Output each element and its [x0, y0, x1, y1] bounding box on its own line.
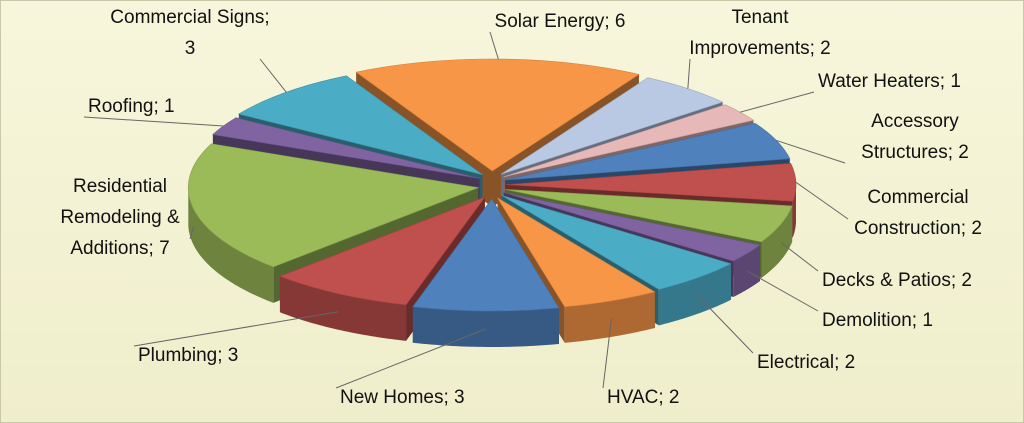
leader-line [602, 318, 612, 389]
slice [505, 122, 791, 181]
slice-side [733, 245, 760, 298]
leader-line [747, 270, 819, 312]
data-label: Commercial Construction; 2 [854, 187, 982, 239]
slice [212, 117, 480, 179]
data-label: Plumbing; 3 [138, 345, 238, 366]
leader-line [780, 241, 819, 272]
leader-line [189, 226, 195, 240]
slice-side [279, 276, 407, 341]
slice-side [792, 183, 796, 238]
data-label: New Homes; 3 [340, 387, 465, 408]
slice [497, 197, 656, 308]
data-label: Solar Energy; 6 [495, 11, 626, 32]
leader-line [83, 116, 224, 127]
slice [501, 195, 732, 290]
slice [503, 192, 761, 262]
data-label: Electrical; 2 [757, 352, 855, 373]
labels: Solar Energy; 6 Tenant Improvements; 2 Wate… [60, 7, 982, 408]
data-label: Water Heaters; 1 [818, 71, 961, 92]
data-label: Residential Remodeling & Additions; 7 [60, 176, 180, 259]
data-label: Accessory Structures; 2 [861, 111, 969, 163]
slice [188, 143, 480, 268]
data-label: Decks & Patios; 2 [822, 270, 972, 291]
leader-line [335, 328, 486, 389]
leader-line [259, 58, 287, 93]
data-label: Tenant Improvements; 2 [689, 7, 831, 59]
slice [505, 189, 793, 243]
slice-side [188, 185, 274, 303]
slice-side [412, 306, 559, 347]
leader-line [489, 31, 499, 60]
slice [505, 163, 797, 202]
slice [503, 104, 755, 178]
leader-line [776, 139, 846, 164]
slice [500, 77, 724, 175]
leader-line [697, 295, 754, 354]
leader-line [795, 181, 849, 220]
data-label: HVAC; 2 [607, 387, 680, 408]
leader-line [687, 58, 691, 89]
slice-side [761, 205, 793, 278]
leader-line [133, 311, 339, 347]
data-label: Demolition; 1 [822, 310, 933, 331]
slice-side [658, 263, 732, 326]
slice [279, 196, 486, 306]
data-label: Roofing; 1 [88, 96, 175, 117]
slice-tops [188, 58, 797, 312]
slice [355, 58, 640, 172]
leader-line [739, 91, 815, 113]
slice [238, 75, 483, 175]
slice [412, 198, 560, 312]
data-label: Commercial Signs; 3 [110, 7, 269, 59]
